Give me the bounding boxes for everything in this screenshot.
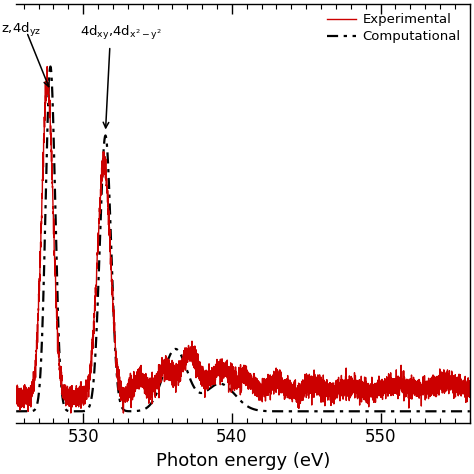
Computational (47, 64, 53, 69)
Computational (287, 409, 292, 414)
Computational (310, 409, 316, 414)
Experimental (392, 378, 397, 384)
Computational (356, 409, 361, 414)
Experimental (45, 64, 50, 69)
Experimental (356, 380, 361, 386)
X-axis label: Photon energy (eV): Photon energy (eV) (156, 452, 330, 470)
Experimental (287, 386, 293, 392)
Computational (91, 374, 97, 379)
Experimental (311, 381, 317, 387)
Line: Computational: Computational (9, 66, 474, 411)
Experimental (91, 311, 97, 317)
Legend: Experimental, Computational: Experimental, Computational (324, 11, 463, 46)
Experimental (185, 346, 191, 352)
Text: 4d$_{\rm xy}$,4d$_{\rm x^2-y^2}$: 4d$_{\rm xy}$,4d$_{\rm x^2-y^2}$ (80, 24, 162, 42)
Computational (185, 370, 191, 376)
Computational (6, 409, 12, 414)
Text: z,4d$_{\rm yz}$: z,4d$_{\rm yz}$ (1, 21, 41, 39)
Experimental (6, 396, 12, 401)
Line: Experimental: Experimental (9, 66, 474, 413)
Computational (392, 409, 397, 414)
Experimental (68, 410, 73, 416)
Computational (350, 409, 356, 414)
